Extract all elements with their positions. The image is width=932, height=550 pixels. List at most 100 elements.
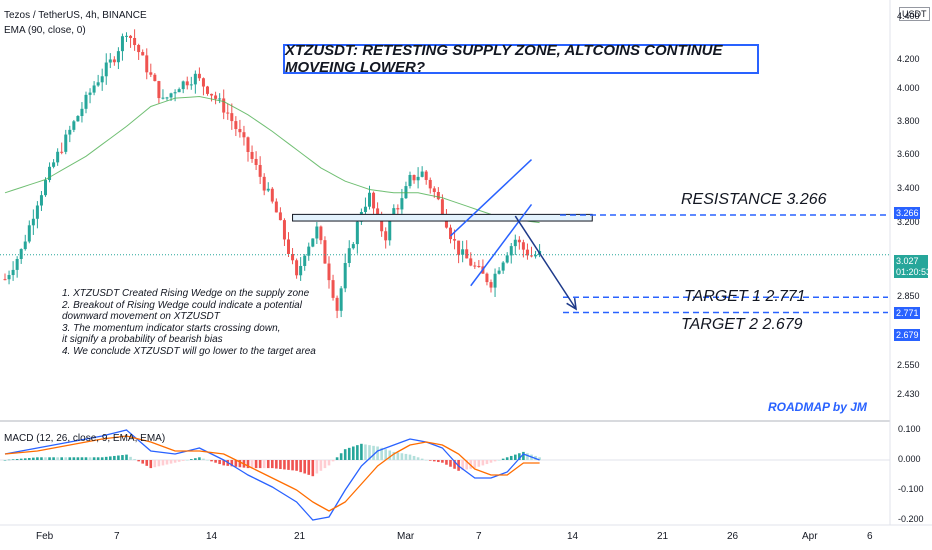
macd-histogram-bar: [400, 453, 404, 460]
wedge-lower-line: [470, 203, 533, 287]
macd-histogram-bar: [32, 457, 35, 460]
macd-histogram-bar: [129, 456, 132, 460]
macd-histogram-bar: [3, 460, 7, 461]
macd-histogram-bar: [250, 460, 254, 469]
overlays: [0, 96, 890, 521]
candle-body: [363, 206, 367, 213]
candle-body: [100, 76, 104, 83]
candle-body: [108, 59, 112, 63]
candle-body: [384, 231, 388, 241]
candle-body: [133, 37, 137, 46]
macd-histogram-bar: [88, 457, 92, 460]
candle-body: [88, 92, 92, 95]
macd-histogram-bar: [246, 460, 250, 469]
macd-histogram-bar: [275, 460, 278, 469]
time-tick-label: 7: [476, 531, 482, 542]
macd-line: [4, 429, 540, 521]
macd-histogram-bar: [7, 459, 11, 461]
candle-body: [141, 52, 145, 56]
price-tick-label: 2.550: [897, 360, 920, 370]
projection-arrow-shaft: [514, 215, 577, 310]
candle-body: [250, 151, 254, 159]
macd-histogram-bar: [181, 460, 185, 461]
candle-body: [3, 279, 7, 281]
price-tick-label: 4.200: [897, 54, 920, 64]
candle-body: [400, 198, 404, 210]
macd-histogram-bar: [489, 460, 493, 463]
macd-histogram-bar: [165, 460, 169, 465]
candle-body: [210, 93, 214, 96]
macd-histogram-bar: [177, 460, 181, 462]
macd-histogram-bar: [60, 457, 63, 460]
macd-histogram-bar: [271, 460, 274, 469]
candle-body: [234, 121, 238, 130]
candle-body: [432, 188, 436, 192]
macd-histogram-bar: [145, 460, 149, 466]
macd-histogram-bar: [113, 455, 116, 460]
macd-histogram-bar: [64, 457, 68, 460]
candle-body: [295, 260, 299, 276]
candle-body: [226, 112, 230, 114]
macd-histogram-bar: [360, 443, 363, 460]
ema-legend: EMA (90, close, 0): [4, 25, 86, 36]
candle-body: [270, 188, 274, 202]
candle-body: [416, 176, 420, 181]
author-signature: ROADMAP by JM: [768, 400, 867, 414]
resistance-label: RESISTANCE 3.266: [681, 191, 827, 208]
macd-tick-label: -0.200: [898, 514, 924, 524]
currency-label[interactable]: USDT: [899, 7, 930, 21]
candle-body: [355, 221, 359, 245]
macd-histogram-bar: [198, 457, 201, 460]
candle-body: [96, 82, 100, 86]
chart-title: XTZUSDT: RETESTING SUPPLY ZONE, ALTCOINS…: [283, 42, 759, 76]
macd-histogram-bar: [335, 457, 339, 460]
macd-histogram-bar: [356, 445, 359, 460]
time-tick-label: 14: [567, 531, 579, 542]
candle-body: [517, 239, 521, 243]
candle-body: [120, 36, 124, 52]
candle-body: [501, 262, 505, 271]
candle-body: [181, 81, 185, 90]
macd-histogram-bar: [262, 460, 266, 469]
macd-histogram-bar: [311, 460, 315, 477]
macd-histogram-bar: [76, 457, 80, 460]
note-line: downward movement on XTZUSDT: [62, 311, 220, 322]
candle-body: [424, 171, 428, 180]
macd-histogram-bar: [104, 456, 108, 460]
candle-body: [278, 212, 282, 221]
macd-histogram-bar: [206, 460, 209, 461]
candle-body: [343, 263, 347, 289]
macd-histogram-bar: [372, 445, 375, 460]
macd-histogram-bar: [299, 460, 302, 473]
macd-histogram-bar: [28, 457, 31, 460]
macd-histogram-bar: [522, 451, 525, 460]
candle-body: [15, 258, 19, 270]
macd-histogram-bar: [485, 460, 489, 465]
macd-histogram-bar: [473, 460, 477, 469]
macd-histogram-bar: [72, 457, 76, 460]
macd-histogram-bar: [343, 449, 347, 460]
candle-body: [376, 208, 380, 218]
candle-body: [274, 201, 278, 213]
candle-body: [68, 129, 72, 135]
macd-histogram-bar: [210, 460, 213, 462]
candle-body: [92, 85, 96, 93]
candle-body: [331, 280, 335, 298]
macd-histogram-bar: [331, 460, 335, 462]
macd-histogram-bar: [380, 447, 383, 460]
candle-body: [129, 35, 133, 38]
macd-histogram-bar: [185, 460, 189, 461]
signal-line: [4, 435, 540, 512]
ema-line: [4, 96, 540, 224]
macd-tick-label: 0.100: [898, 424, 921, 434]
candle-body: [112, 59, 116, 63]
macd-tick-label: 0.000: [898, 454, 921, 464]
price-tick-label: 2.850: [897, 291, 920, 301]
current-price-tag: 3.027: [894, 255, 928, 267]
candle-body: [347, 248, 351, 264]
candle-body: [465, 249, 469, 259]
candle-body: [489, 282, 493, 288]
candle-body: [420, 171, 424, 177]
candle-body: [84, 94, 88, 109]
